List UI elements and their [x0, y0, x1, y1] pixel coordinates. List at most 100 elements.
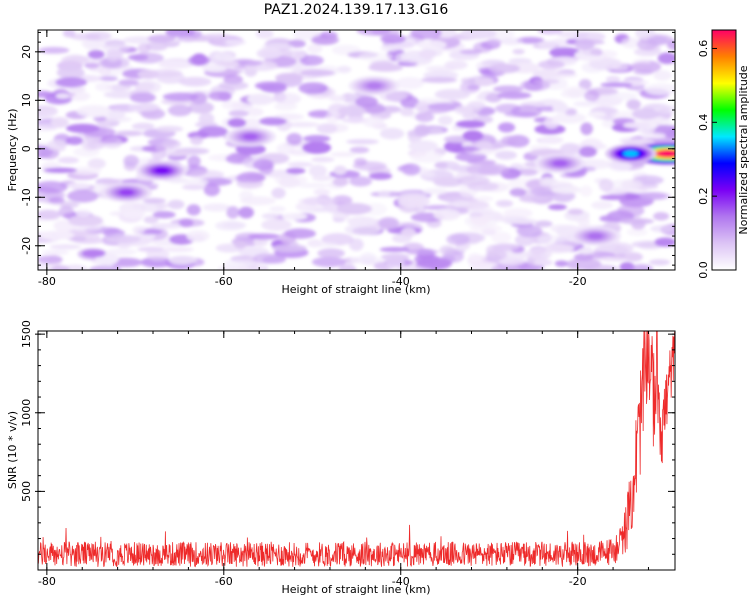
heatmap-cell: [422, 188, 448, 195]
heatmap-cell: [158, 60, 191, 69]
snr-x-tick-label: -80: [38, 575, 56, 588]
snr-frame: [37, 330, 676, 571]
heatmap-cell: [202, 203, 231, 212]
heatmap-cell: [248, 233, 281, 240]
heatmap-cell: [50, 116, 70, 128]
heatmap-cell: [336, 65, 352, 74]
heatmap-cell: [503, 218, 538, 225]
heatmap-cell: [608, 92, 638, 101]
heatmap-cell: [275, 72, 304, 83]
heatmap-cell: [469, 224, 503, 233]
heatmap-cell: [539, 177, 554, 187]
heatmap-cell: [308, 164, 327, 178]
heatmap-cell: [70, 33, 101, 41]
heatmap-cell: [155, 143, 175, 153]
heatmap-cell: [498, 257, 525, 266]
heatmap-cell: [633, 47, 662, 57]
heatmap-cell: [534, 220, 553, 228]
heatmap-cell: [653, 211, 670, 221]
heatmap-cell: [459, 49, 483, 55]
heatmap-cell: [591, 143, 608, 150]
heatmap-cell: [213, 39, 227, 46]
heatmap-cell: [67, 86, 86, 93]
heatmap-cell: [379, 127, 405, 140]
heatmap-cell: [491, 243, 520, 251]
heatmap-cell: [255, 30, 274, 39]
heatmap-cell: [38, 46, 70, 54]
heatmap-cell: [218, 81, 249, 91]
heatmap-y-tick-label: 0: [20, 145, 33, 152]
heatmap-cell: [302, 141, 332, 154]
heatmap-cell: [55, 93, 70, 99]
heatmap-cell: [269, 205, 286, 213]
heatmap-cell: [526, 247, 552, 261]
heatmap-cell: [621, 37, 641, 49]
heatmap-x-tick-label: -20: [569, 275, 587, 288]
heatmap-cell: [395, 77, 425, 90]
heatmap-cell: [485, 249, 507, 261]
heatmap-cell: [421, 76, 458, 84]
heatmap-cell: [70, 166, 102, 176]
heatmap-cell: [145, 41, 169, 51]
heatmap-cell: [548, 204, 567, 211]
heatmap-cell: [187, 30, 202, 38]
heatmap-cell: [415, 112, 435, 123]
colorbar-tick-label: 0.6: [697, 40, 710, 58]
heatmap-cell: [271, 187, 286, 199]
heatmap-cell: [599, 256, 629, 262]
heatmap-cell: [198, 112, 215, 126]
heatmap-cell: [346, 139, 379, 145]
heatmap-cell: [532, 78, 560, 85]
heatmap-cell: [86, 140, 105, 150]
heatmap-cell: [639, 191, 671, 201]
heatmap-cell: [204, 33, 232, 40]
heatmap-cell: [328, 95, 347, 102]
heatmap-cell: [497, 122, 516, 133]
heatmap-cell: [538, 40, 557, 49]
heatmap-cell: [574, 38, 595, 50]
heatmap-cell: [118, 79, 139, 87]
heatmap-cell: [377, 190, 391, 198]
heatmap-cell: [68, 214, 104, 227]
snr-x-tick-label: -20: [569, 575, 587, 588]
heatmap-cell: [500, 37, 524, 46]
heatmap-feature: [552, 160, 568, 167]
heatmap-cell: [362, 116, 385, 128]
heatmap-cell: [368, 172, 393, 180]
heatmap-cell: [252, 253, 282, 264]
heatmap-feature: [655, 149, 675, 158]
heatmap-cell: [274, 102, 298, 111]
heatmap-cell: [235, 174, 250, 183]
heatmap-cell: [600, 194, 627, 201]
heatmap-cell: [223, 258, 253, 268]
heatmap-cell: [466, 163, 500, 176]
heatmap-cell: [566, 258, 602, 270]
heatmap-cell: [102, 43, 131, 53]
heatmap-cell: [147, 34, 176, 43]
heatmap-cell: [416, 257, 453, 270]
heatmap-cell: [364, 202, 388, 216]
heatmap-cell: [67, 189, 99, 203]
snr-x-tick-label: -60: [215, 575, 233, 588]
heatmap-cell: [123, 154, 140, 167]
heatmap-cell: [360, 252, 376, 263]
heatmap-cell: [578, 146, 597, 158]
heatmap-cell: [516, 224, 543, 238]
colorbar-tick-label: 0.0: [697, 261, 710, 279]
heatmap-cell: [226, 206, 240, 219]
heatmap-cell: [471, 205, 494, 214]
heatmap-cell: [89, 265, 122, 270]
heatmap-cell: [491, 265, 521, 270]
heatmap-cell: [504, 111, 538, 117]
heatmap-cell: [356, 30, 391, 36]
heatmap-cell: [150, 223, 183, 229]
heatmap-cell: [48, 197, 65, 204]
heatmap-cell: [310, 35, 339, 45]
heatmap-feature: [366, 82, 382, 89]
heatmap-cell: [142, 197, 166, 204]
heatmap-cell: [332, 195, 353, 206]
heatmap-cell: [186, 204, 201, 216]
heatmap-cell: [325, 110, 340, 124]
heatmap-cell: [261, 213, 281, 219]
heatmap-cell: [626, 228, 648, 237]
